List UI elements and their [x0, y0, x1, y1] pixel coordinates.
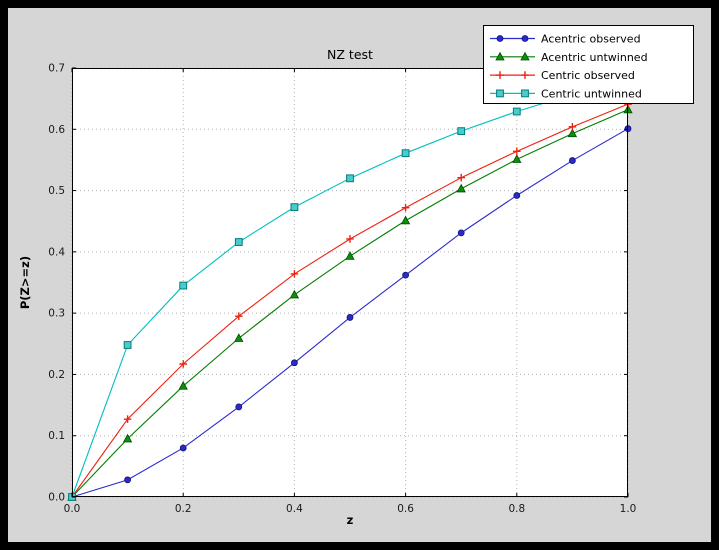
square-marker — [179, 281, 188, 290]
square-marker — [290, 203, 299, 212]
legend-entry-centric-untwinned: Centric untwinned — [490, 87, 642, 100]
y-tick-label: 0.7 — [48, 63, 65, 75]
plus-marker — [457, 173, 465, 182]
circle-marker — [124, 476, 131, 484]
plot-title: NZ test — [327, 47, 373, 62]
triangle-marker — [234, 333, 244, 342]
plus-marker — [179, 360, 187, 368]
circle-marker — [179, 444, 187, 452]
plus-marker — [235, 312, 243, 321]
circle-marker — [346, 314, 354, 321]
triangle-marker — [495, 51, 505, 61]
plot-area — [72, 68, 628, 497]
x-axis-label: z — [347, 513, 354, 527]
circle-marker — [496, 35, 504, 42]
y-axis-label: P(Z>=z) — [18, 256, 32, 309]
plus-marker — [401, 203, 410, 212]
y-tick-label: 0.0 — [48, 492, 65, 504]
triangle-marker — [289, 289, 300, 299]
triangle-marker — [400, 215, 411, 225]
legend-label-acentric-untwinned: Acentric untwinned — [541, 51, 648, 64]
square-marker — [521, 89, 529, 98]
circle-marker — [513, 192, 521, 199]
plus-marker — [513, 147, 521, 156]
square-marker — [234, 238, 243, 246]
legend-entry-acentric-untwinned: Acentric untwinned — [490, 51, 648, 64]
legend-entry-centric-observed: Centric observed — [490, 69, 635, 82]
legend-label-acentric-observed: Acentric observed — [541, 33, 641, 46]
x-tick-label: 0.2 — [175, 503, 192, 515]
legend: Acentric observed Acentric untwinned Centr… — [483, 25, 694, 104]
legend-label-centric-untwinned: Centric untwinned — [541, 87, 642, 100]
square-marker — [401, 149, 410, 158]
square-marker — [512, 107, 521, 116]
plus-marker — [568, 123, 577, 131]
triangle-marker — [567, 128, 578, 138]
x-tick-label: 0.4 — [286, 503, 303, 515]
square-marker — [346, 174, 354, 183]
square-marker — [496, 89, 504, 98]
plus-marker — [290, 270, 299, 278]
square-marker — [123, 341, 132, 349]
series-centric-observed — [68, 100, 632, 501]
x-tick-label: 0.6 — [397, 503, 414, 515]
plus-marker — [521, 71, 529, 79]
legend-entry-acentric-observed: Acentric observed — [490, 33, 641, 46]
x-tick-label: 0.0 — [64, 503, 81, 515]
square-marker — [457, 127, 466, 136]
plus-marker — [346, 235, 354, 243]
legend-label-centric-observed: Centric observed — [541, 69, 635, 82]
x-tick-label: 0.8 — [508, 503, 525, 515]
y-tick-label: 0.5 — [48, 185, 65, 197]
circle-marker — [457, 229, 465, 237]
triangle-marker — [456, 183, 466, 193]
circle-marker — [290, 359, 298, 367]
plus-marker — [123, 415, 132, 423]
y-tick-label: 0.6 — [48, 124, 65, 136]
y-tick-label: 0.2 — [48, 369, 65, 381]
y-tick-label: 0.1 — [48, 430, 65, 442]
plus-marker — [496, 71, 504, 79]
x-tick-label: 1.0 — [620, 503, 637, 515]
circle-marker — [521, 35, 529, 42]
circle-marker — [402, 271, 410, 279]
triangle-marker — [178, 381, 188, 390]
y-tick-label: 0.4 — [48, 246, 65, 258]
circle-marker — [235, 403, 243, 411]
axes-spines — [72, 68, 628, 497]
circle-marker — [569, 157, 576, 164]
y-tick-label: 0.3 — [48, 308, 65, 320]
triangle-marker — [122, 433, 133, 443]
triangle-marker — [345, 251, 355, 260]
triangle-marker — [512, 154, 522, 163]
ticks: 0.0 0.2 0.4 0.6 0.8 1.0 0.0 0.1 0.2 0.3 0.4 0.5 0.6 0… — [48, 63, 636, 516]
triangle-marker — [520, 51, 530, 61]
